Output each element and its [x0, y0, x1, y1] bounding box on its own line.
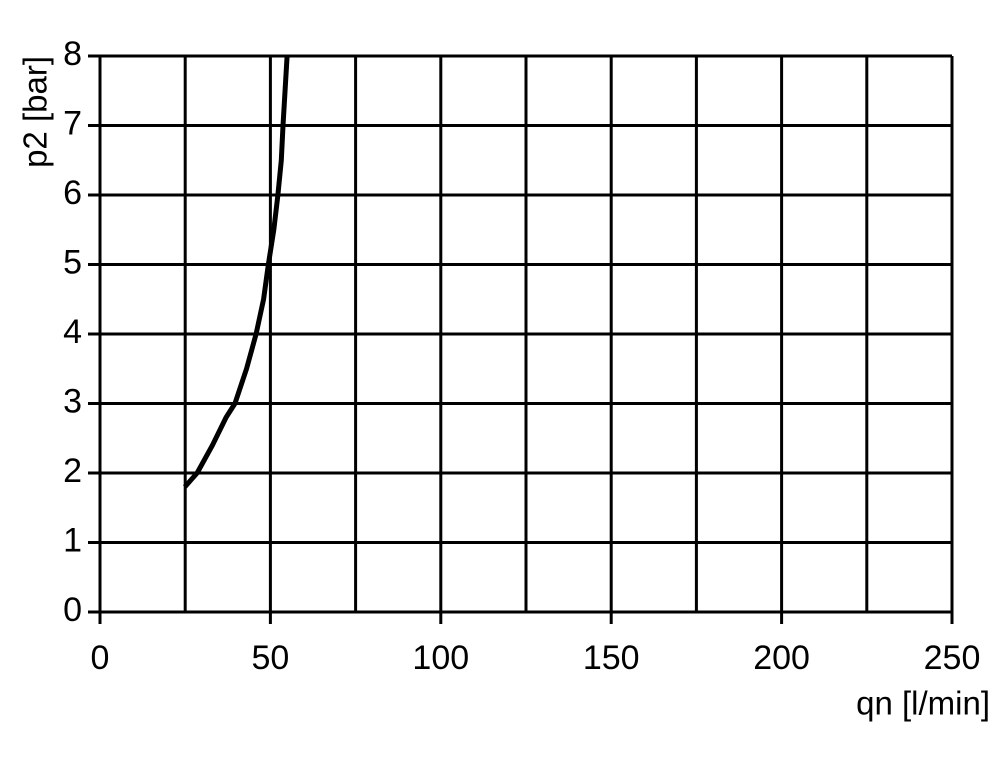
y-tick-label: 3: [63, 382, 82, 420]
y-tick-label: 0: [63, 591, 82, 629]
y-axis-label: p2 [bar]: [17, 56, 54, 168]
x-tick-label: 0: [91, 639, 110, 677]
x-tick-label: 250: [924, 639, 981, 677]
y-tick-label: 2: [63, 452, 82, 490]
x-axis-label: qn [l/min]: [856, 685, 990, 722]
x-tick-label: 50: [251, 639, 289, 677]
y-tick-label: 1: [63, 521, 82, 559]
x-tick-label: 200: [753, 639, 810, 677]
y-tick-label: 7: [63, 104, 82, 142]
x-tick-label: 150: [583, 639, 640, 677]
y-tick-label: 4: [63, 313, 82, 351]
data-line: [182, 55, 290, 489]
x-tick-label: 100: [412, 639, 469, 677]
y-tick-label: 8: [63, 35, 82, 73]
y-tick-label: 5: [63, 243, 82, 281]
y-tick-label: 6: [63, 174, 82, 212]
